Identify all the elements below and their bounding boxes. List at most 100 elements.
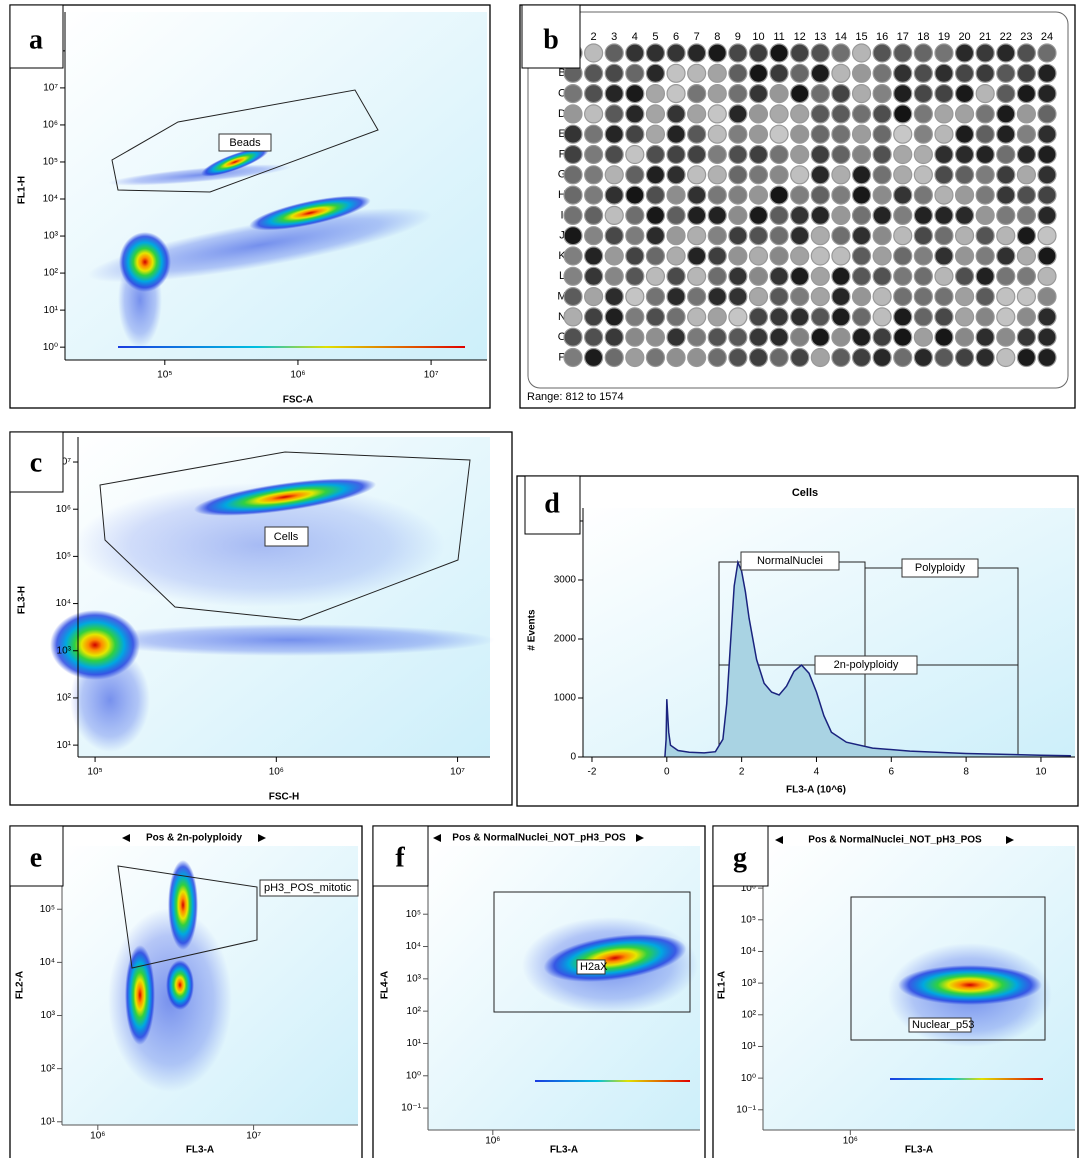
- well: [791, 44, 809, 62]
- y-tick-label: 10¹: [407, 1038, 422, 1049]
- well: [585, 146, 603, 164]
- well: [832, 125, 850, 143]
- well: [997, 206, 1015, 224]
- x-tick-label: 10: [1035, 767, 1047, 778]
- svg-text:b: b: [543, 24, 559, 55]
- well: [564, 206, 582, 224]
- well: [605, 125, 623, 143]
- gate-label: Beads: [229, 137, 261, 149]
- y-axis-label: FL3-H: [17, 586, 28, 614]
- well: [646, 267, 664, 285]
- well: [976, 105, 994, 123]
- well: [873, 146, 891, 164]
- well: [935, 166, 953, 184]
- well: [914, 44, 932, 62]
- well: [770, 247, 788, 265]
- well: [956, 186, 974, 204]
- well: [935, 64, 953, 82]
- well: [1038, 44, 1056, 62]
- well: [585, 267, 603, 285]
- well: [832, 247, 850, 265]
- y-tick-label: 10³: [57, 645, 72, 656]
- well: [646, 308, 664, 326]
- well: [894, 64, 912, 82]
- well: [749, 267, 767, 285]
- well: [956, 267, 974, 285]
- well: [708, 247, 726, 265]
- well: [688, 125, 706, 143]
- y-tick-label: 10⁻¹: [401, 1103, 421, 1114]
- y-tick-label: 3000: [554, 575, 577, 586]
- well: [1017, 267, 1035, 285]
- well: [749, 247, 767, 265]
- well: [729, 328, 747, 346]
- well: [708, 206, 726, 224]
- y-tick-label: 10⁴: [741, 946, 756, 957]
- well: [935, 105, 953, 123]
- well: [770, 206, 788, 224]
- y-tick-label: 10⁵: [43, 157, 58, 168]
- well: [811, 166, 829, 184]
- y-tick-label: 10²: [44, 268, 59, 279]
- well: [935, 247, 953, 265]
- well: [729, 125, 747, 143]
- well: [749, 308, 767, 326]
- well: [791, 125, 809, 143]
- well: [626, 267, 644, 285]
- well: [1038, 308, 1056, 326]
- well: [688, 146, 706, 164]
- well: [935, 146, 953, 164]
- well: [585, 64, 603, 82]
- svg-text:a: a: [29, 24, 43, 55]
- well: [853, 308, 871, 326]
- x-tick-label: 2: [739, 767, 745, 778]
- well: [626, 227, 644, 245]
- well: [770, 64, 788, 82]
- well: [605, 288, 623, 306]
- well: [1017, 125, 1035, 143]
- well: [667, 227, 685, 245]
- well: [914, 166, 932, 184]
- well: [564, 186, 582, 204]
- column-label: 8: [714, 31, 720, 43]
- well: [626, 288, 644, 306]
- well: [811, 125, 829, 143]
- y-axis-label: # Events: [527, 609, 538, 651]
- well: [564, 247, 582, 265]
- well: [605, 64, 623, 82]
- well: [770, 308, 788, 326]
- well: [626, 166, 644, 184]
- well: [873, 247, 891, 265]
- column-label: 7: [694, 31, 700, 43]
- well: [976, 288, 994, 306]
- well: [770, 227, 788, 245]
- y-axis-label: FL1-A: [717, 971, 728, 999]
- well: [791, 206, 809, 224]
- well: [646, 227, 664, 245]
- well: [708, 308, 726, 326]
- well: [853, 247, 871, 265]
- well: [935, 288, 953, 306]
- well: [997, 328, 1015, 346]
- y-tick-label: 10⁵: [56, 551, 71, 562]
- well: [853, 328, 871, 346]
- well: [832, 105, 850, 123]
- y-tick-label: 10²: [742, 1009, 757, 1020]
- well: [894, 166, 912, 184]
- well: [914, 146, 932, 164]
- panel-header: Pos & 2n-polyploidy: [146, 833, 243, 844]
- well: [853, 227, 871, 245]
- well: [853, 146, 871, 164]
- well: [956, 166, 974, 184]
- well: [605, 227, 623, 245]
- x-tick-label: 10⁵: [87, 767, 102, 778]
- well: [646, 85, 664, 103]
- well: [688, 85, 706, 103]
- well: [935, 328, 953, 346]
- well: [667, 186, 685, 204]
- well: [811, 247, 829, 265]
- column-label: 9: [735, 31, 741, 43]
- column-label: 20: [958, 31, 970, 43]
- well: [832, 349, 850, 367]
- well: [1017, 64, 1035, 82]
